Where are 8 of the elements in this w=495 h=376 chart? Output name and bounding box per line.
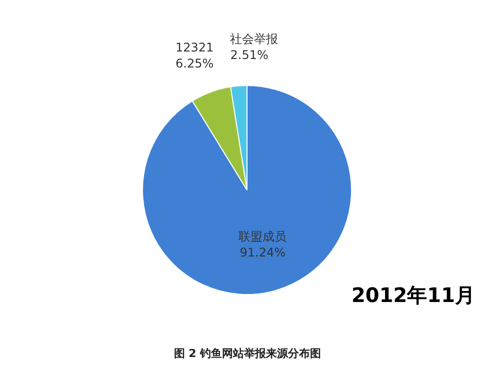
slice-label: 联盟成员	[238, 229, 287, 244]
slice-label: 12321	[175, 40, 214, 54]
data-label: 91.24%	[240, 245, 286, 260]
text: 图 2 钓鱼网站举报来源分布图	[172, 346, 322, 361]
data-label: 2.51%	[230, 48, 268, 62]
slice-label: 社会举报	[230, 32, 278, 46]
text: 2012年11月	[352, 282, 475, 309]
data-label: 6.25%	[176, 56, 214, 70]
